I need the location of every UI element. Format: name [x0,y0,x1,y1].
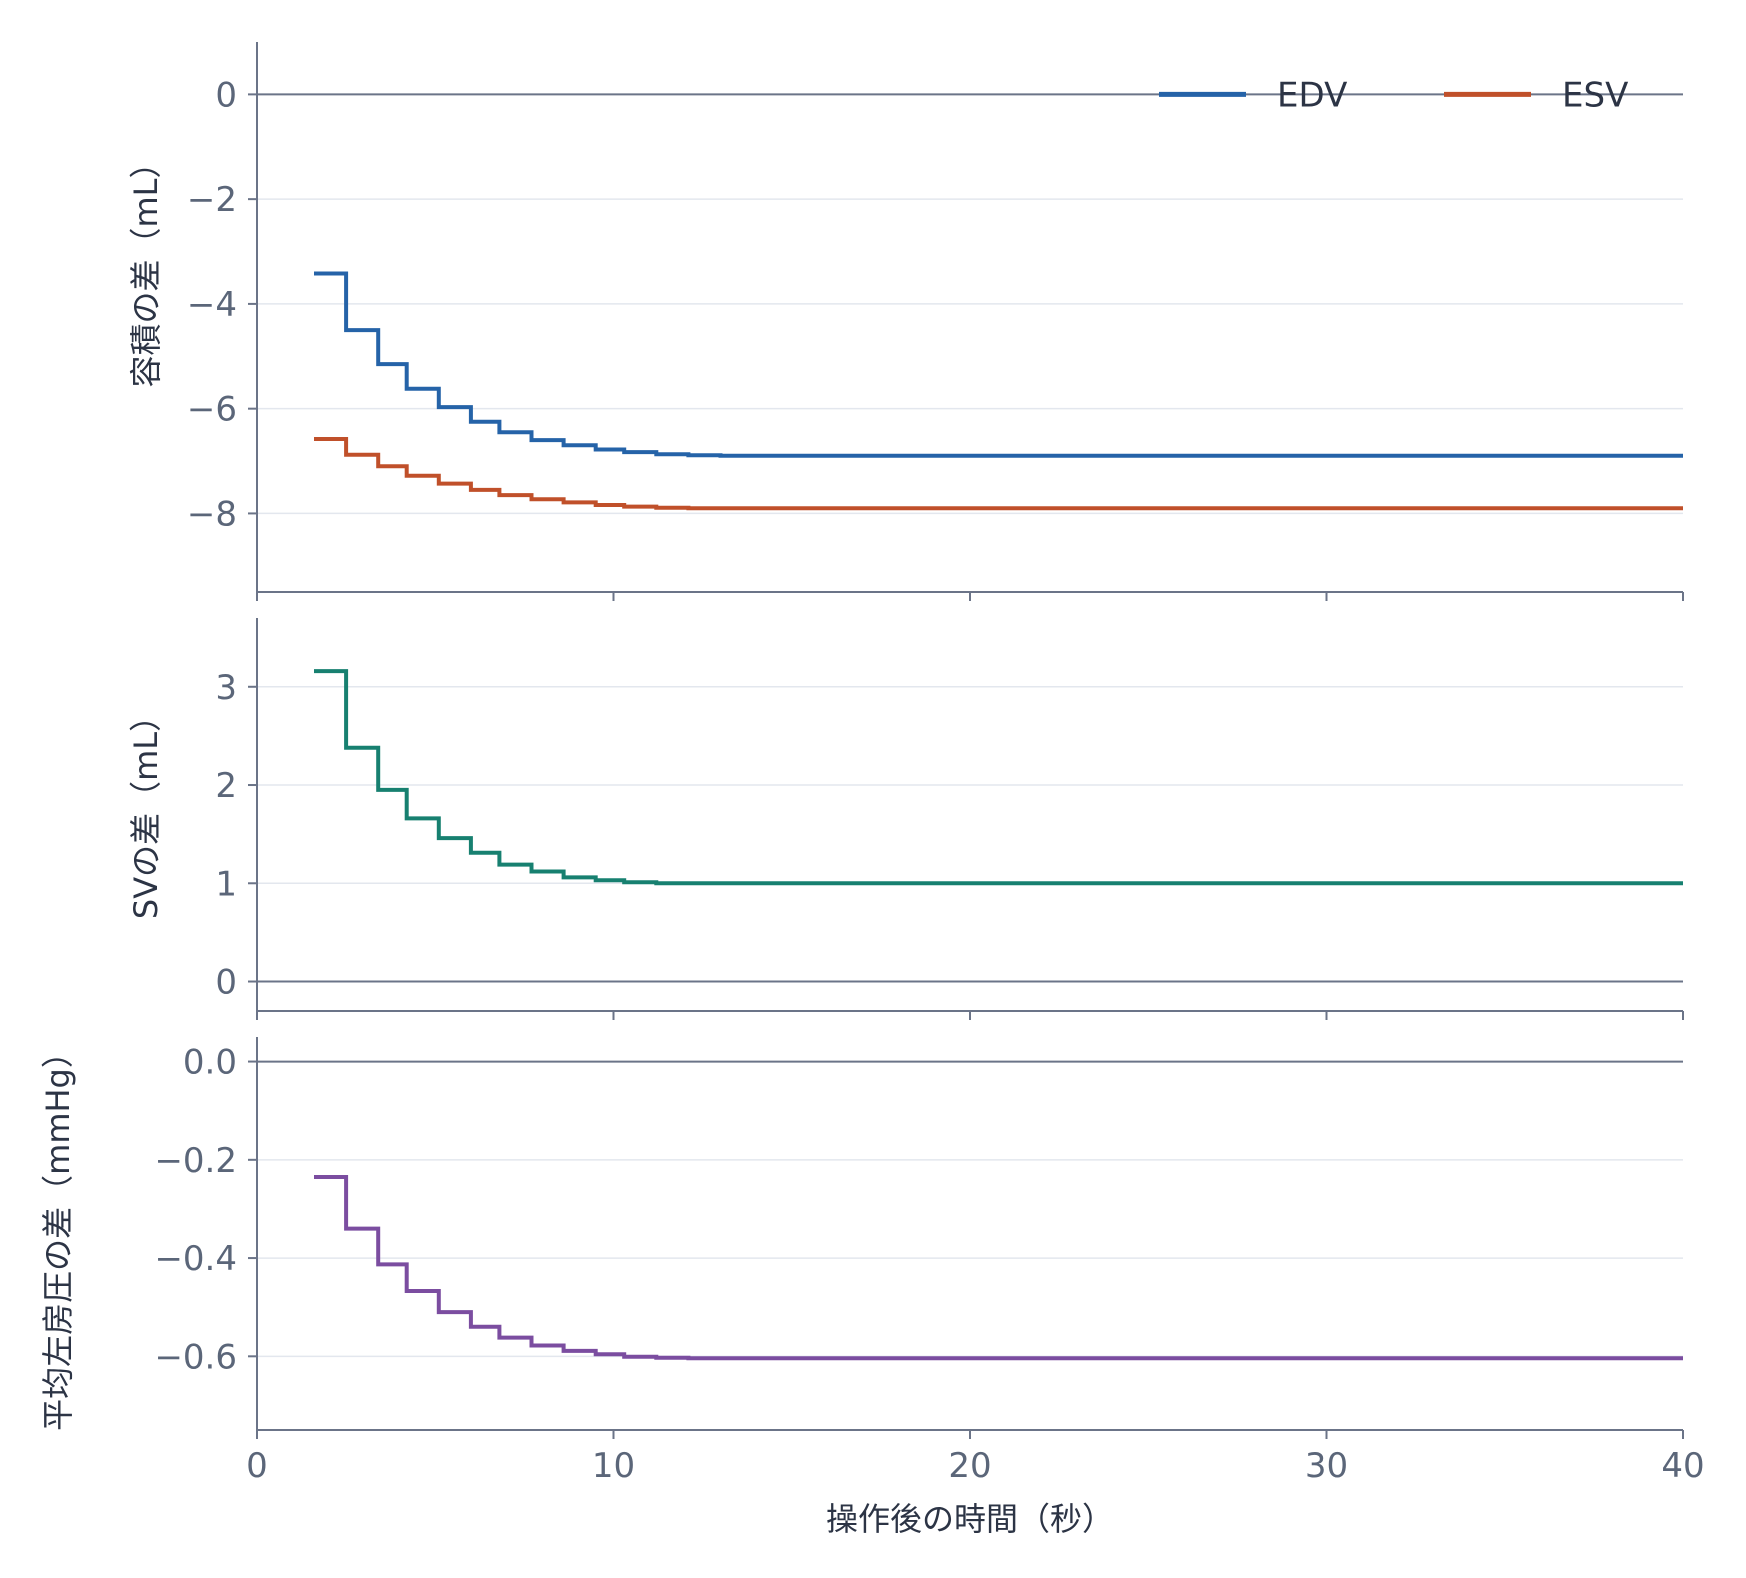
x-tick-label: 20 [948,1446,991,1486]
series-line-panel-3 [314,1175,1683,1361]
series-line-panel-2 [314,669,1683,886]
y-tick-label: 0 [215,963,237,1003]
panel-1-y-axis-label: 容積の差（mL） [127,146,165,387]
y-tick-label: −0.2 [154,1141,237,1181]
y-tick-label: 0.0 [183,1043,237,1083]
legend: EDV ESV [1159,75,1628,115]
y-tick-label: −0.6 [154,1337,237,1377]
y-tick-label: −4 [187,285,237,325]
x-tick-label: 30 [1305,1446,1348,1486]
y-tick-label: −8 [187,494,237,534]
legend-label-esv: ESV [1562,75,1628,115]
panel-2: 3 2 1 0 [215,618,1684,1020]
panel-3: 0.0 −0.2 −0.4 −0.6 [154,1037,1684,1439]
legend-label-edv: EDV [1277,75,1347,115]
y-tick-label: 0 [215,75,237,115]
x-tick-label: 40 [1661,1446,1704,1486]
y-tick-label: 3 [215,668,237,708]
y-tick-label: 2 [215,766,237,806]
y-tick-label: −2 [187,180,237,220]
series-line-edv [314,271,1683,458]
panel-1: 0 −2 −4 −6 −8 EDV ESV [187,42,1684,601]
series-line-esv [314,437,1683,511]
x-axis-label: 操作後の時間（秒） [826,1500,1114,1538]
y-tick-label: −6 [187,390,237,430]
x-tick-label: 0 [246,1446,268,1486]
x-tick-label: 10 [592,1446,635,1486]
y-tick-label: 1 [215,864,237,904]
y-tick-label: −0.4 [154,1239,237,1279]
panel-2-y-axis-label: SVの差（mL） [127,700,165,919]
panel-3-y-axis-label: 平均左房圧の差（mmHg） [39,1036,77,1431]
